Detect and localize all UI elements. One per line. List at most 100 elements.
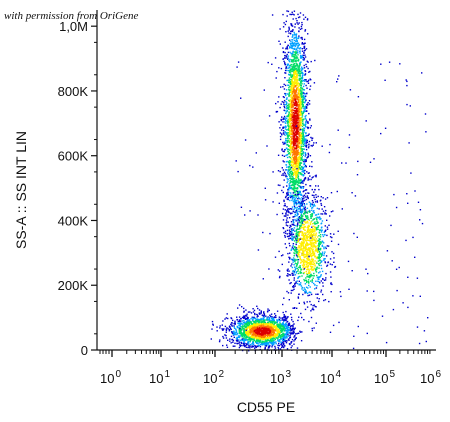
data-point [319, 229, 322, 231]
data-point [291, 266, 294, 269]
data-point [318, 231, 321, 233]
data-point [308, 79, 310, 81]
data-point [301, 169, 303, 171]
data-point [310, 136, 312, 139]
data-point [281, 342, 283, 345]
data-point [295, 133, 298, 136]
data-point [288, 152, 291, 154]
data-point [297, 198, 299, 200]
data-point [286, 274, 288, 277]
data-point [291, 230, 294, 232]
data-point [300, 282, 302, 284]
data-point [291, 263, 293, 265]
data-point [295, 79, 297, 81]
data-point [281, 101, 283, 103]
data-point [288, 69, 290, 72]
data-point [284, 77, 286, 79]
data-point [288, 126, 290, 128]
data-point [295, 44, 297, 46]
data-point [291, 345, 293, 347]
data-point [293, 145, 295, 147]
data-point [306, 254, 308, 256]
data-point [286, 144, 288, 146]
data-point [288, 270, 290, 272]
data-point [293, 140, 296, 142]
data-point [296, 183, 299, 186]
data-point [278, 121, 280, 123]
data-point [279, 170, 281, 173]
data-point [305, 110, 307, 112]
data-point [288, 184, 291, 187]
data-point [282, 51, 285, 53]
data-point [305, 247, 307, 249]
data-point [309, 231, 312, 233]
data-point [307, 266, 309, 268]
data-point [294, 157, 296, 159]
data-point [263, 323, 265, 325]
data-point [284, 104, 286, 106]
data-point [293, 204, 295, 206]
data-point [293, 84, 295, 86]
data-point [300, 262, 302, 264]
data-point [287, 136, 289, 138]
data-point [292, 192, 294, 194]
data-point [304, 29, 307, 31]
data-point [301, 101, 303, 103]
data-point [300, 181, 303, 183]
data-point [299, 217, 301, 219]
data-point [308, 250, 311, 252]
data-point [331, 283, 333, 286]
data-point [242, 323, 244, 326]
data-point [240, 339, 242, 341]
data-point [291, 97, 293, 99]
data-point [249, 345, 251, 347]
data-point [291, 195, 293, 198]
data-point [298, 284, 300, 286]
data-point [273, 336, 275, 338]
data-point [293, 158, 295, 160]
data-point [291, 160, 293, 162]
data-point [312, 245, 315, 247]
data-point [307, 67, 309, 70]
data-point [298, 98, 301, 101]
data-point [313, 272, 315, 275]
data-point [291, 41, 294, 43]
data-point [296, 66, 298, 68]
data-point [301, 91, 303, 94]
data-point [292, 154, 294, 156]
data-point [309, 253, 312, 256]
data-point [254, 312, 256, 315]
data-point [305, 142, 307, 144]
data-point [302, 235, 304, 237]
data-point [300, 219, 302, 221]
data-point [242, 339, 245, 341]
data-point [300, 70, 302, 73]
data-point [296, 280, 298, 282]
data-point [293, 130, 296, 132]
data-point [287, 221, 289, 223]
data-point [275, 341, 277, 343]
data-point [295, 238, 297, 240]
data-point [302, 246, 305, 248]
data-point [295, 43, 298, 45]
data-point [292, 169, 294, 171]
data-point [293, 343, 295, 345]
data-point [309, 211, 311, 213]
data-point [311, 280, 314, 282]
data-point [293, 169, 295, 172]
data-point [317, 228, 319, 231]
data-point [317, 222, 319, 224]
data-point [291, 25, 294, 27]
data-point [319, 217, 321, 219]
data-point [287, 197, 289, 199]
data-point [321, 229, 323, 231]
data-point [292, 130, 295, 132]
data-point [277, 340, 279, 342]
data-point [255, 336, 257, 338]
data-point [300, 98, 302, 100]
data-point [302, 129, 304, 131]
data-point [295, 259, 297, 261]
data-point [288, 261, 290, 263]
data-point [293, 68, 295, 71]
data-point [298, 74, 300, 77]
